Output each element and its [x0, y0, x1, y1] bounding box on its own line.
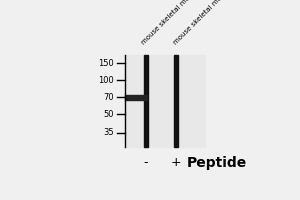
Bar [125, 95, 147, 100]
Bar [143, 55, 148, 147]
Text: +: + [170, 156, 181, 169]
Text: mouse skeletal muscle: mouse skeletal muscle [173, 0, 233, 46]
Text: -: - [143, 156, 148, 169]
Text: 150: 150 [98, 59, 114, 68]
Text: Peptide: Peptide [186, 156, 247, 170]
Text: 100: 100 [98, 76, 114, 85]
Text: 70: 70 [103, 93, 114, 102]
Bar [125, 55, 205, 147]
Text: 50: 50 [104, 110, 114, 119]
Text: 35: 35 [103, 128, 114, 137]
Bar [174, 55, 178, 147]
Text: mouse skeletal muscle: mouse skeletal muscle [140, 0, 201, 46]
